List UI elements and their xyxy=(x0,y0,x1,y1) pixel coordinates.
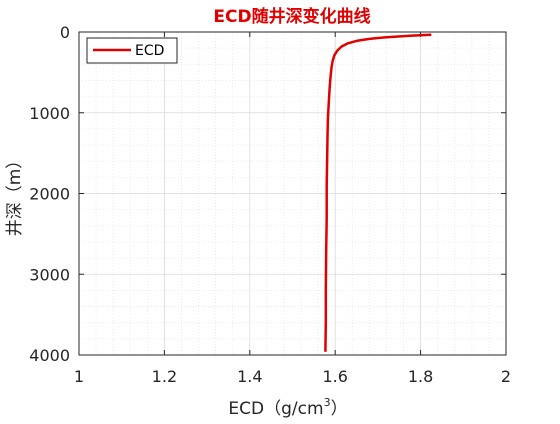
x-tick-label: 1 xyxy=(74,367,84,386)
x-axis-label: ECD（g/cm3） xyxy=(228,396,347,419)
x-tick-label: 1.2 xyxy=(152,367,177,386)
y-axis-label: 井深（m） xyxy=(5,152,25,237)
x-tick-label: 1.4 xyxy=(237,367,262,386)
series-line-ecd xyxy=(324,33,432,352)
y-tick-label: 2000 xyxy=(29,185,70,204)
x-axis-label-superscript: 3 xyxy=(324,396,331,409)
x-tick-label: 1.6 xyxy=(322,367,347,386)
ticks: 1 1.2 1.4 1.6 1.8 2 0 1000 2000 3000 4000 xyxy=(29,23,511,386)
legend-label: ECD xyxy=(135,43,164,59)
y-tick-label: 1000 xyxy=(29,104,70,123)
legend: ECD xyxy=(86,37,178,64)
x-tick-label: 1.8 xyxy=(408,367,433,386)
y-tick-label: 4000 xyxy=(29,346,70,365)
series xyxy=(324,33,432,352)
chart-title: ECD随井深变化曲线 xyxy=(213,6,370,27)
y-tick-label: 0 xyxy=(60,23,70,42)
grid xyxy=(78,31,507,356)
x-tick-label: 2 xyxy=(501,367,511,386)
y-tick-label: 3000 xyxy=(29,265,70,284)
